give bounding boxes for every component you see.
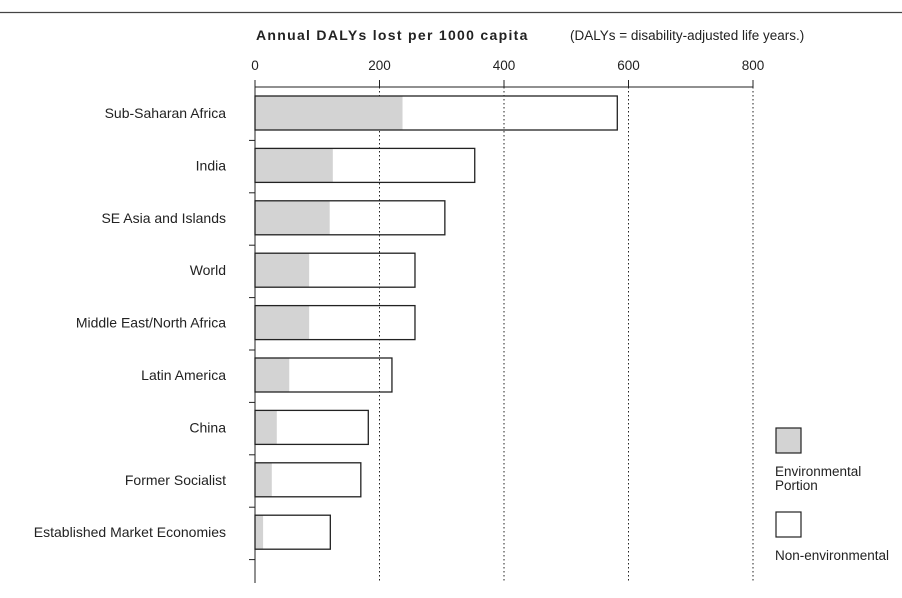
x-tick-label-600: 600 — [617, 58, 640, 73]
bar-total-established-market-economies — [254, 514, 331, 550]
category-label-middle-east-north-africa: Middle East/North Africa — [76, 315, 226, 331]
bar-environmental-latin-america — [255, 358, 290, 392]
x-axis: 0 200 400 600 800 — [251, 58, 765, 88]
bar-environmental-established-market-economies — [255, 515, 264, 550]
bar-environmental-china — [255, 410, 277, 445]
category-label-sub-saharan-africa: Sub-Saharan Africa — [105, 105, 227, 121]
category-label-world: World — [190, 262, 226, 278]
bar-total-world — [254, 252, 416, 288]
legend-label: Non-environmental — [775, 548, 889, 563]
category-label-established-market-economies: Established Market Economies — [34, 524, 226, 540]
bar-environmental-middle-east-north-africa — [255, 305, 310, 340]
x-tick-label-0: 0 — [251, 58, 259, 73]
x-tick-label-400: 400 — [493, 58, 516, 73]
chart-title: Annual DALYs lost per 1000 capita — [256, 27, 529, 43]
category-label-china: China — [189, 419, 226, 435]
legend-label: Portion — [775, 478, 818, 493]
y-axis — [249, 87, 256, 583]
bar-total-se-asia-and-islands — [254, 200, 446, 236]
grid-lines — [379, 87, 754, 583]
bar-environmental-world — [255, 253, 310, 288]
legend-swatch-environmental — [775, 427, 802, 454]
category-label-india: India — [196, 157, 227, 173]
x-tick-label-200: 200 — [368, 58, 391, 73]
bar-environmental-se-asia-and-islands — [255, 200, 330, 235]
bar-environmental-india — [255, 148, 333, 183]
bar-total-latin-america — [254, 357, 393, 393]
bar-total-sub-saharan-africa — [254, 95, 618, 131]
x-tick-label-800: 800 — [742, 58, 765, 73]
legend-label: Environmental — [775, 464, 861, 479]
chart-subtitle: (DALYs = disability-adjusted life years.… — [570, 28, 804, 43]
bars — [254, 95, 618, 550]
bar-total-china — [254, 409, 369, 446]
bar-environmental-sub-saharan-africa — [255, 96, 403, 130]
bar-environmental-former-socialist — [255, 462, 272, 497]
category-labels: Sub-Saharan Africa India SE Asia and Islan… — [34, 105, 226, 540]
legend-swatch-non-environmental — [775, 511, 802, 538]
category-label-latin-america: Latin America — [141, 367, 226, 383]
bar-total-former-socialist — [254, 462, 362, 498]
bar-total-middle-east-north-africa — [254, 304, 416, 341]
category-label-se-asia-and-islands: SE Asia and Islands — [101, 210, 226, 226]
bar-total-india — [254, 147, 476, 184]
category-label-former-socialist: Former Socialist — [125, 472, 226, 488]
